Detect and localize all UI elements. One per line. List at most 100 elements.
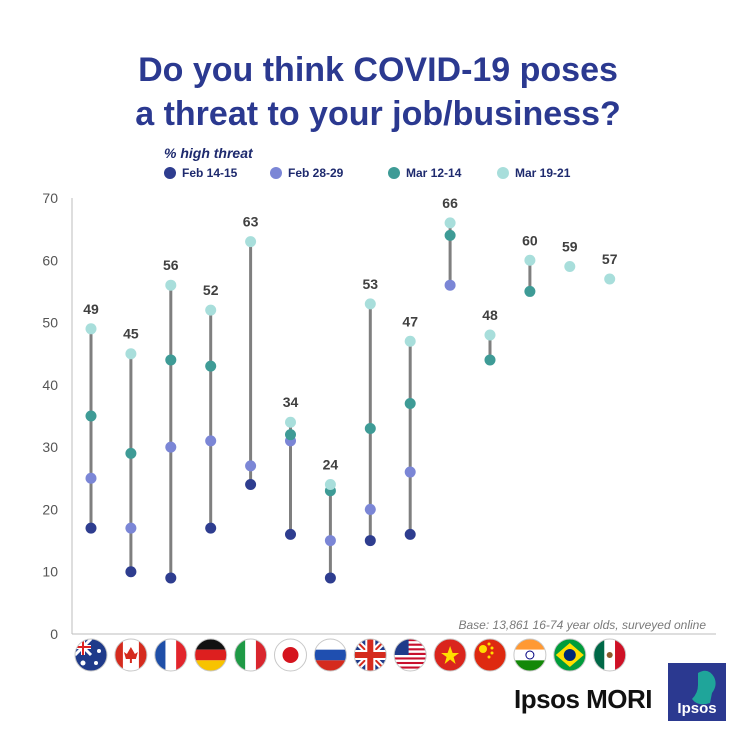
data-point <box>444 217 456 229</box>
data-point <box>484 354 496 366</box>
vietnam-flag <box>434 639 467 671</box>
flag-star <box>490 651 494 655</box>
ipsos-logo: Ipsos <box>668 663 726 721</box>
flag-star <box>97 649 101 653</box>
flag-band <box>154 639 166 671</box>
flag-stripe <box>394 648 427 651</box>
legend-label-feb-28-29: Feb 28-29 <box>288 166 344 180</box>
flag-border <box>74 638 108 672</box>
flag-star <box>441 646 460 664</box>
flag-border <box>194 638 228 672</box>
data-point <box>125 566 137 578</box>
y-tick-label: 30 <box>42 439 58 455</box>
uk-flag <box>354 639 387 671</box>
flag-cross-red <box>354 652 387 658</box>
chart-title: Do you think COVID-19 poses a threat to … <box>0 48 756 136</box>
data-point <box>564 261 576 273</box>
flag-border <box>234 638 268 672</box>
flag-band <box>165 639 177 671</box>
flag-star <box>487 655 491 659</box>
legend-dot-mar-12-14 <box>388 167 400 179</box>
flag-sun <box>282 647 299 663</box>
range-lines <box>89 222 532 578</box>
flag-band <box>255 639 267 671</box>
y-tick-label: 70 <box>42 190 58 206</box>
flag-band <box>194 639 227 650</box>
brand-name: Ipsos MORI <box>514 684 653 714</box>
data-label: 45 <box>123 326 139 342</box>
germany-flag <box>194 639 227 671</box>
logo-text: Ipsos <box>677 700 716 717</box>
data-label: 66 <box>442 195 458 211</box>
data-label: 56 <box>163 257 179 273</box>
flag-band <box>593 639 605 671</box>
data-label: 59 <box>562 239 578 255</box>
logo-head-shape <box>692 670 716 705</box>
data-point <box>285 416 296 428</box>
flag-band <box>314 649 347 661</box>
data-labels: 49 45 56 52 63 34 24 53 47 66 48 60 59 57 <box>83 195 617 473</box>
data-point <box>205 304 217 316</box>
legend-dot-feb-14-15 <box>164 167 176 179</box>
flag-border <box>393 638 427 672</box>
data-point <box>324 572 336 584</box>
data-point <box>165 279 177 291</box>
flag-band <box>615 639 626 671</box>
flag-band <box>114 639 123 671</box>
data-point <box>285 528 296 540</box>
data-point <box>324 535 336 547</box>
italy-flag <box>234 639 267 671</box>
flag-band <box>513 649 546 661</box>
brazil-flag <box>553 639 586 671</box>
canada-flag <box>114 639 147 671</box>
y-tick-label: 10 <box>42 564 58 580</box>
flag-border <box>553 638 587 672</box>
data-label: 34 <box>283 394 299 410</box>
data-point <box>205 360 217 372</box>
russia-flag <box>314 639 347 671</box>
data-points <box>85 217 616 584</box>
legend-dot-feb-28-29 <box>270 167 282 179</box>
y-tick-label: 40 <box>42 377 58 393</box>
data-point <box>364 535 376 547</box>
flag-band <box>194 660 227 671</box>
data-point <box>125 522 137 534</box>
france-flag <box>154 639 187 671</box>
flag-border <box>433 638 467 672</box>
data-label: 24 <box>323 457 339 473</box>
data-point <box>205 435 217 447</box>
chart-title-line-2: a threat to your job/business? <box>135 95 621 133</box>
flag-globe <box>563 649 576 661</box>
data-point <box>285 429 296 441</box>
flag-border <box>154 638 188 672</box>
data-point <box>165 572 177 584</box>
flag-band <box>513 660 546 671</box>
data-label: 63 <box>243 214 259 230</box>
flag-stripe <box>394 643 427 646</box>
legend-title: % high threat <box>164 145 253 161</box>
india-flag <box>513 639 546 671</box>
y-tick-label: 0 <box>50 626 58 642</box>
y-tick-label: 60 <box>42 252 58 268</box>
china-flag <box>474 639 506 671</box>
flag-stripe <box>394 639 427 642</box>
country-flags <box>74 638 627 672</box>
data-point <box>524 285 536 297</box>
flag-border <box>114 638 148 672</box>
data-point <box>404 466 416 478</box>
data-label: 48 <box>482 307 498 323</box>
data-label: 52 <box>203 282 219 298</box>
flag-band <box>513 639 546 650</box>
legend-label-mar-19-21: Mar 19-21 <box>515 166 571 180</box>
data-point <box>245 236 257 248</box>
data-label: 49 <box>83 301 99 317</box>
flag-band <box>234 639 246 671</box>
flag-star <box>490 646 494 650</box>
base-note: Base: 13,861 16-74 year olds, surveyed o… <box>458 618 707 632</box>
flag-border <box>313 638 347 672</box>
data-point <box>165 354 177 366</box>
flag-border <box>274 638 307 672</box>
data-point <box>125 447 137 459</box>
data-point <box>604 273 616 285</box>
